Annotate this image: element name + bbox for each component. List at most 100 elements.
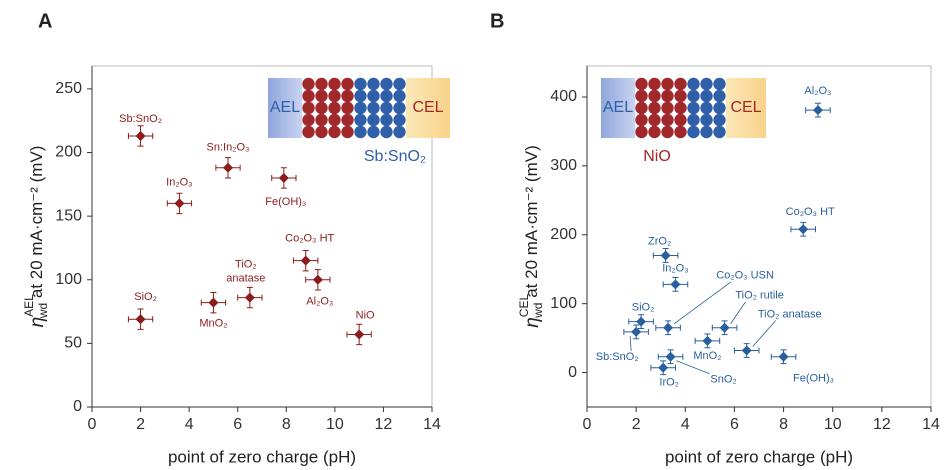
inset-text: AEL xyxy=(270,99,300,116)
point-label: Sb:SnO₂ xyxy=(596,351,639,363)
point xyxy=(798,224,809,235)
inset-ball xyxy=(393,101,406,115)
point-label: MnO₂ xyxy=(199,318,227,330)
point xyxy=(312,274,323,285)
y-label-part: CEL xyxy=(517,294,531,318)
x-tick-label: 2 xyxy=(632,416,641,433)
inset-ball xyxy=(341,101,354,115)
inset-ael xyxy=(601,78,635,138)
inset-ball xyxy=(687,125,700,139)
inset-ball xyxy=(341,77,354,91)
point-label: In₂O₃ xyxy=(662,262,688,274)
point xyxy=(636,316,647,327)
point xyxy=(244,292,255,303)
inset-ball xyxy=(328,113,341,127)
y-label-part: AEL xyxy=(22,294,36,317)
x-tick-label: 0 xyxy=(88,416,97,433)
point-label: SnO₂ xyxy=(710,374,736,386)
point xyxy=(670,279,681,290)
point-label: IrO₂ xyxy=(659,377,679,389)
x-tick-label: 10 xyxy=(326,416,344,433)
point-label: Sb:SnO₂ xyxy=(119,113,162,125)
inset-text: CEL xyxy=(730,99,761,116)
inset-ball xyxy=(713,125,726,139)
y-tick-label: 300 xyxy=(550,157,577,174)
inset-ball xyxy=(328,125,341,139)
y-tick-label: 400 xyxy=(550,88,577,105)
point xyxy=(658,362,669,373)
point xyxy=(702,335,713,346)
inset-ball xyxy=(354,125,367,139)
point-label: Al₂O₃ xyxy=(804,85,831,97)
inset-ball xyxy=(315,77,328,91)
y-label-part: at 20 mA·cm⁻² (mV) xyxy=(522,145,541,302)
inset-ball xyxy=(328,77,341,91)
point-label: NiO xyxy=(356,309,375,321)
inset-ball xyxy=(687,113,700,127)
inset-ball xyxy=(354,113,367,127)
leader-line xyxy=(673,281,732,325)
inset-ball xyxy=(661,101,674,115)
point-label: Co₂O₃ HT xyxy=(786,206,835,218)
y-axis-label: ηAELwd at 20 mA·cm⁻² (mV) xyxy=(22,146,50,328)
inset-ball xyxy=(302,89,315,103)
x-axis-label: point of zero charge (pH) xyxy=(168,447,356,466)
point xyxy=(223,162,233,173)
inset-ball xyxy=(328,89,341,103)
inset-ball xyxy=(341,125,354,139)
y-label-part: η xyxy=(27,317,48,328)
inset-ball xyxy=(674,101,687,115)
point xyxy=(354,329,365,340)
point xyxy=(660,250,671,261)
point-label: Co₂O₃ HT xyxy=(285,233,334,245)
inset-ball xyxy=(393,113,406,127)
inset-ball xyxy=(380,125,393,139)
point xyxy=(778,351,789,362)
inset-ball xyxy=(674,113,687,127)
inset-cel xyxy=(726,78,766,138)
inset-ball xyxy=(341,89,354,103)
inset-ball xyxy=(648,89,661,103)
inset-ball xyxy=(367,77,380,91)
inset-ball xyxy=(648,77,661,91)
inset-ball xyxy=(674,89,687,103)
x-tick-label: 6 xyxy=(233,416,242,433)
inset-ball xyxy=(380,89,393,103)
y-tick-label: 250 xyxy=(55,80,82,97)
inset-ball xyxy=(700,77,713,91)
inset-ball xyxy=(635,113,648,127)
inset-ball xyxy=(315,101,328,115)
inset-ball xyxy=(302,101,315,115)
inset-ball xyxy=(380,77,393,91)
point xyxy=(631,326,642,337)
inset-ball xyxy=(354,101,367,115)
inset-text: CEL xyxy=(412,99,443,116)
inset-ball xyxy=(687,77,700,91)
inset-ball xyxy=(661,89,674,103)
x-tick-label: 2 xyxy=(136,416,145,433)
point xyxy=(135,314,146,325)
x-tick-label: 8 xyxy=(779,416,788,433)
x-tick-label: 8 xyxy=(282,416,291,433)
leader-line xyxy=(730,301,746,325)
x-tick-label: 4 xyxy=(185,416,194,433)
inset-ball xyxy=(302,125,315,139)
point-label: Sn:In₂O₃ xyxy=(207,142,250,154)
point xyxy=(663,322,674,333)
inset-ball xyxy=(700,89,713,103)
inset-ball xyxy=(687,89,700,103)
x-tick-label: 6 xyxy=(730,416,739,433)
inset-label: NiO xyxy=(643,148,671,165)
inset-ball xyxy=(367,101,380,115)
point-label: anatase xyxy=(226,272,265,284)
inset-ball xyxy=(393,89,406,103)
inset-ball xyxy=(354,89,367,103)
point-label: TiO₂ anatase xyxy=(758,308,822,320)
inset-ball xyxy=(354,77,367,91)
leader-line xyxy=(752,320,777,347)
inset-ball xyxy=(635,125,648,139)
inset-ball xyxy=(674,125,687,139)
inset-ball xyxy=(302,113,315,127)
point xyxy=(208,297,219,308)
